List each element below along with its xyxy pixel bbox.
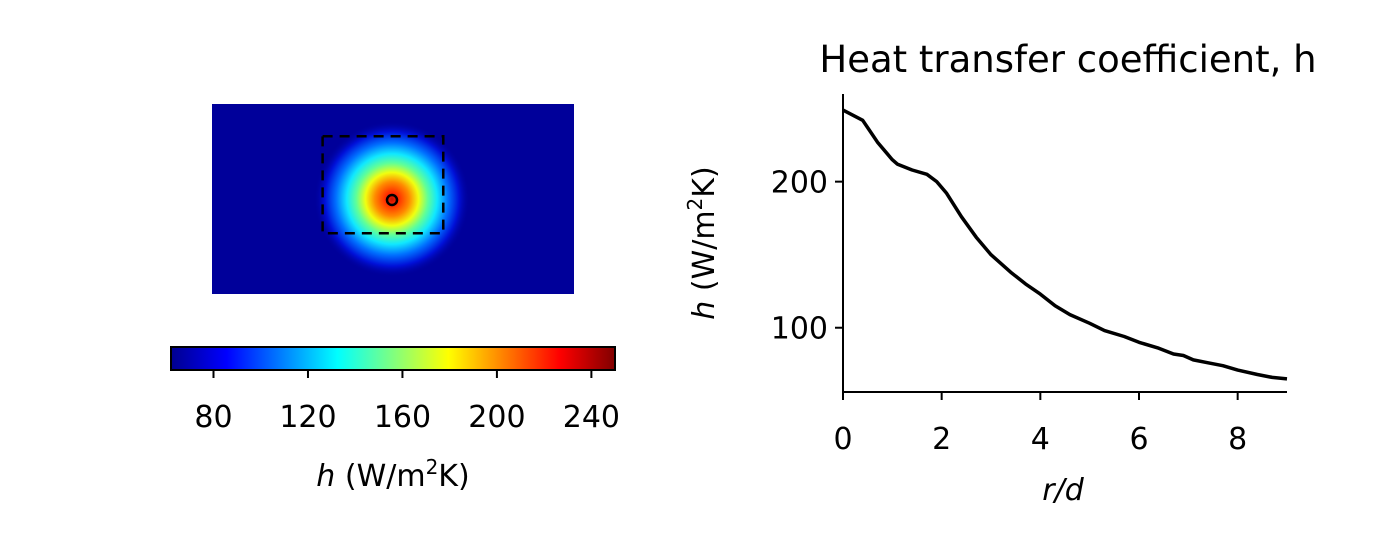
colorbar: 80 120 160 200 240 h (W/m2K) — [170, 346, 620, 494]
jet-center-marker — [385, 193, 399, 207]
colorbar-gradient — [170, 346, 616, 371]
dashed-region — [321, 135, 445, 235]
y-axis-label: h (W/m2K) — [683, 166, 722, 319]
line-chart: Heat transfer coefficient, h 0 2 4 6 8 100 20… — [683, 38, 1317, 508]
colorbar-tick-label: 80 — [194, 400, 232, 435]
x-tick-label: 2 — [932, 422, 951, 457]
x-axis-ticks: 0 2 4 6 8 — [833, 392, 1247, 457]
x-tick-label: 0 — [833, 422, 852, 457]
y-axis-ticks: 100 200 — [771, 166, 843, 347]
heatmap-hot-spot — [212, 104, 574, 294]
chart-title: Heat transfer coefficient, h — [819, 38, 1316, 81]
x-tick-label: 8 — [1228, 422, 1247, 457]
x-axis-label: r/d — [1042, 473, 1084, 508]
colorbar-label: h (W/m2K) — [316, 455, 469, 494]
x-tick-label: 6 — [1129, 422, 1148, 457]
series-line — [842, 108, 1288, 381]
y-tick-label: 100 — [771, 312, 828, 347]
colorbar-tick-label: 200 — [468, 400, 525, 435]
x-tick-label: 4 — [1031, 422, 1050, 457]
colorbar-tick-label: 160 — [374, 400, 431, 435]
colorbar-tick-label: 240 — [563, 400, 620, 435]
colorbar-ticks: 80 120 160 200 240 — [194, 370, 620, 435]
y-tick-label: 200 — [771, 166, 828, 201]
colorbar-tick-label: 120 — [279, 400, 336, 435]
heatmap-panel — [212, 104, 574, 294]
